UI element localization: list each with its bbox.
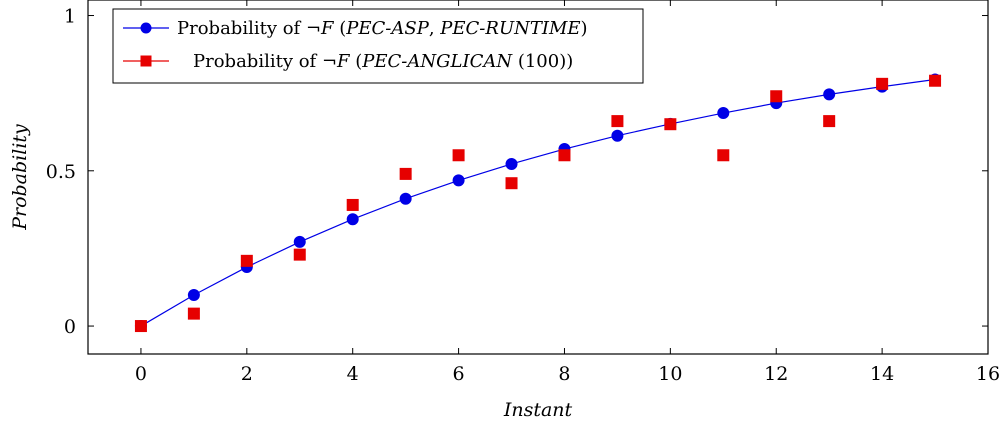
- series-1: [134, 73, 942, 333]
- legend-entry-2: Probability of ¬F (PEC-ANGLICAN (100)): [123, 51, 573, 72]
- data-point: [240, 254, 253, 267]
- legend-entry-1: Probability of ¬F (PEC-ASP, PEC-RUNTIME): [123, 18, 588, 39]
- legend-label: Probability of ¬F (PEC-ANGLICAN (100)): [193, 51, 573, 72]
- legend-label-part: F: [336, 51, 351, 72]
- data-point: [664, 118, 677, 131]
- legend-marker: [140, 55, 152, 67]
- data-point: [611, 129, 624, 142]
- data-point: [929, 74, 942, 87]
- legend-label-part: PEC-RUNTIME: [439, 18, 580, 39]
- data-point: [717, 149, 730, 162]
- data-point: [558, 149, 571, 162]
- data-point: [346, 198, 359, 211]
- x-tick-label: 14: [870, 363, 894, 385]
- data-point: [293, 235, 306, 248]
- data-point: [876, 77, 889, 90]
- x-axis-title: Instant: [503, 399, 573, 421]
- y-tick-label: 1: [64, 6, 76, 28]
- data-point: [293, 248, 306, 261]
- data-point: [823, 88, 836, 101]
- legend: Probability of ¬F (PEC-ASP, PEC-RUNTIME)…: [112, 8, 644, 84]
- axes-frame: [87, 0, 989, 355]
- x-tick-label: 8: [558, 363, 570, 385]
- series-2: [134, 74, 942, 333]
- series-line: [140, 78, 936, 327]
- legend-label-part: (100)): [512, 51, 573, 72]
- data-point: [399, 192, 412, 205]
- x-tick-label: 10: [658, 363, 682, 385]
- legend-label-part: Probability of ¬: [177, 18, 321, 39]
- plot-frame: [87, 0, 989, 355]
- x-tick-label: 16: [976, 363, 1000, 385]
- data-point: [452, 149, 465, 162]
- data-point: [452, 174, 465, 187]
- data-point: [770, 90, 783, 103]
- y-tick-label: 0: [64, 316, 76, 338]
- legend-label-part: F: [320, 18, 335, 39]
- legend-marker: [140, 22, 152, 34]
- data-point: [187, 289, 200, 301]
- axis-ticks: 0 2 4 6 8 10 12 14 16 0 0.5 1: [46, 0, 1000, 385]
- legend-box: [112, 8, 644, 84]
- legend-label-part: PEC-ANGLICAN: [361, 51, 513, 72]
- x-tick-label: 12: [764, 363, 788, 385]
- x-tick-label: 2: [241, 363, 253, 385]
- series-layer: [134, 73, 942, 333]
- legend-label-part: PEC-ASP: [345, 18, 429, 39]
- legend-label-part: ): [581, 18, 588, 39]
- x-tick-label: 4: [347, 363, 359, 385]
- data-point: [717, 107, 730, 120]
- legend-label-part: (: [350, 51, 363, 72]
- data-point: [505, 177, 518, 190]
- data-point: [187, 307, 200, 320]
- data-point: [346, 213, 359, 226]
- x-tick-label: 0: [135, 363, 147, 385]
- y-axis-title: Probability: [9, 124, 31, 231]
- x-tick-label: 6: [453, 363, 465, 385]
- data-point: [399, 167, 412, 180]
- data-point: [611, 115, 624, 128]
- legend-label: Probability of ¬F (PEC-ASP, PEC-RUNTIME): [177, 18, 588, 39]
- data-point: [823, 115, 836, 128]
- legend-label-part: ,: [429, 18, 440, 39]
- legend-label-part: (: [334, 18, 347, 39]
- y-tick-label: 0.5: [46, 161, 76, 183]
- legend-label-part: Probability of ¬: [193, 51, 337, 72]
- data-point: [505, 157, 518, 170]
- data-point: [134, 320, 147, 333]
